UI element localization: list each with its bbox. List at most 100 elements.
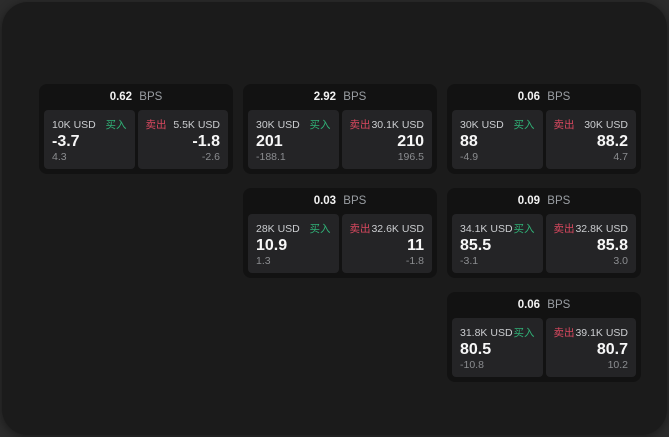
- buy-bottom-row: -4.9: [460, 151, 535, 163]
- bps-value: 0.06: [517, 91, 541, 103]
- buy-change-value: -188.1: [256, 151, 286, 163]
- sell-top-row: 卖出 5.5K USD: [146, 117, 221, 132]
- bps-unit-label: BPS: [343, 195, 367, 207]
- buy-bottom-row: -188.1: [256, 151, 331, 163]
- bps-header: 2.92 BPS: [248, 84, 432, 110]
- buy-panel[interactable]: 28K USD 买入 10.9 1.3: [248, 214, 339, 273]
- sell-change-value: 10.2: [607, 359, 628, 371]
- sell-price-value: 210: [397, 132, 424, 150]
- sell-change-value: 3.0: [613, 255, 628, 267]
- sell-amount-label: 39.1K USD: [575, 326, 628, 339]
- bps-unit-label: BPS: [547, 195, 571, 207]
- sell-panel[interactable]: 卖出 39.1K USD 80.7 10.2: [545, 318, 636, 377]
- bps-header: 0.06 BPS: [452, 84, 636, 110]
- buy-amount-label: 28K USD: [256, 222, 300, 235]
- buy-panel[interactable]: 30K USD 买入 88 -4.9: [452, 110, 543, 169]
- buy-top-row: 31.8K USD 买入: [460, 325, 535, 340]
- bps-unit-label: BPS: [139, 91, 163, 103]
- buy-panel[interactable]: 30K USD 买入 201 -188.1: [248, 110, 339, 169]
- buy-side-label[interactable]: 买入: [513, 327, 535, 339]
- buy-sell-panels: 30K USD 买入 201 -188.1 卖出 30.1K USD 210 1…: [248, 110, 432, 169]
- buy-change-value: -3.1: [460, 255, 479, 267]
- bps-header: 0.06 BPS: [452, 292, 636, 318]
- buy-bottom-row: 4.3: [52, 151, 127, 163]
- sell-amount-label: 30.1K USD: [371, 118, 424, 131]
- bps-header: 0.62 BPS: [44, 84, 228, 110]
- sell-price-value: 11: [407, 236, 424, 254]
- bps-value: 0.09: [517, 195, 541, 207]
- sell-side-label[interactable]: 卖出: [553, 327, 575, 339]
- buy-side-label[interactable]: 买入: [513, 119, 535, 131]
- sell-top-row: 卖出 30.1K USD: [350, 117, 425, 132]
- buy-price-value: 88: [460, 132, 478, 150]
- buy-price-value: 201: [256, 132, 283, 150]
- buy-panel[interactable]: 34.1K USD 买入 85.5 -3.1: [452, 214, 543, 273]
- quote-card: 0.03 BPS 28K USD 买入 10.9 1.3 卖出 32.6K US…: [243, 188, 437, 278]
- sell-bottom-row: 3.0: [554, 255, 628, 267]
- sell-panel[interactable]: 卖出 30K USD 88.2 4.7: [545, 110, 636, 169]
- buy-panel[interactable]: 31.8K USD 买入 80.5 -10.8: [452, 318, 543, 377]
- quote-card: 0.09 BPS 34.1K USD 买入 85.5 -3.1 卖出 32.8K…: [447, 188, 641, 278]
- buy-change-value: 1.3: [256, 255, 271, 267]
- buy-bottom-row: 1.3: [256, 255, 331, 267]
- sell-amount-label: 5.5K USD: [173, 118, 220, 131]
- buy-side-label[interactable]: 买入: [309, 223, 331, 235]
- buy-top-row: 28K USD 买入: [256, 221, 331, 236]
- sell-side-label[interactable]: 卖出: [349, 119, 371, 131]
- sell-price-value: -1.8: [192, 132, 220, 150]
- buy-price-value: 10.9: [256, 236, 288, 254]
- sell-panel[interactable]: 卖出 32.6K USD 11 -1.8: [341, 214, 432, 273]
- buy-amount-label: 30K USD: [256, 118, 300, 131]
- sell-side-label[interactable]: 卖出: [349, 223, 371, 235]
- buy-price-value: -3.7: [52, 132, 80, 150]
- quote-card: 0.62 BPS 10K USD 买入 -3.7 4.3 卖出 5.5K USD…: [39, 84, 233, 174]
- quote-card: 0.06 BPS 31.8K USD 买入 80.5 -10.8 卖出 39.1…: [447, 292, 641, 382]
- buy-sell-panels: 28K USD 买入 10.9 1.3 卖出 32.6K USD 11 -1.8: [248, 214, 432, 273]
- sell-price-value: 80.7: [596, 340, 628, 358]
- buy-amount-label: 34.1K USD: [460, 222, 513, 235]
- sell-top-row: 卖出 32.8K USD: [554, 221, 629, 236]
- buy-side-label[interactable]: 买入: [105, 119, 127, 131]
- sell-change-value: 4.7: [613, 151, 628, 163]
- sell-amount-label: 32.8K USD: [575, 222, 628, 235]
- buy-side-label[interactable]: 买入: [309, 119, 331, 131]
- sell-top-row: 卖出 30K USD: [554, 117, 629, 132]
- bps-value: 0.62: [109, 91, 133, 103]
- buy-bottom-row: -10.8: [460, 359, 535, 371]
- sell-side-label[interactable]: 卖出: [553, 119, 575, 131]
- bps-header: 0.09 BPS: [452, 188, 636, 214]
- sell-bottom-row: -2.6: [146, 151, 220, 163]
- sell-bottom-row: 196.5: [350, 151, 424, 163]
- buy-sell-panels: 10K USD 买入 -3.7 4.3 卖出 5.5K USD -1.8 -2.…: [44, 110, 228, 169]
- buy-side-label[interactable]: 买入: [513, 223, 535, 235]
- buy-top-row: 34.1K USD 买入: [460, 221, 535, 236]
- buy-change-value: -10.8: [460, 359, 484, 371]
- sell-bottom-row: 4.7: [554, 151, 628, 163]
- sell-top-row: 卖出 32.6K USD: [350, 221, 425, 236]
- buy-sell-panels: 30K USD 买入 88 -4.9 卖出 30K USD 88.2 4.7: [452, 110, 636, 169]
- sell-change-value: -1.8: [405, 255, 424, 267]
- buy-top-row: 10K USD 买入: [52, 117, 127, 132]
- sell-side-label[interactable]: 卖出: [553, 223, 575, 235]
- bps-unit-label: BPS: [547, 91, 571, 103]
- bps-header: 0.03 BPS: [248, 188, 432, 214]
- buy-sell-panels: 31.8K USD 买入 80.5 -10.8 卖出 39.1K USD 80.…: [452, 318, 636, 377]
- sell-panel[interactable]: 卖出 32.8K USD 85.8 3.0: [545, 214, 636, 273]
- sell-bottom-row: 10.2: [554, 359, 628, 371]
- buy-top-row: 30K USD 买入: [256, 117, 331, 132]
- buy-price-value: 80.5: [460, 340, 492, 358]
- sell-side-label[interactable]: 卖出: [145, 119, 167, 131]
- buy-sell-panels: 34.1K USD 买入 85.5 -3.1 卖出 32.8K USD 85.8…: [452, 214, 636, 273]
- buy-amount-label: 30K USD: [460, 118, 504, 131]
- sell-amount-label: 32.6K USD: [371, 222, 424, 235]
- buy-amount-label: 31.8K USD: [460, 326, 513, 339]
- bps-value: 0.06: [517, 299, 541, 311]
- sell-price-value: 85.8: [596, 236, 628, 254]
- sell-panel[interactable]: 卖出 5.5K USD -1.8 -2.6: [137, 110, 228, 169]
- sell-bottom-row: -1.8: [350, 255, 424, 267]
- buy-panel[interactable]: 10K USD 买入 -3.7 4.3: [44, 110, 135, 169]
- buy-change-value: -4.9: [460, 151, 479, 163]
- bps-value: 2.92: [313, 91, 337, 103]
- sell-panel[interactable]: 卖出 30.1K USD 210 196.5: [341, 110, 432, 169]
